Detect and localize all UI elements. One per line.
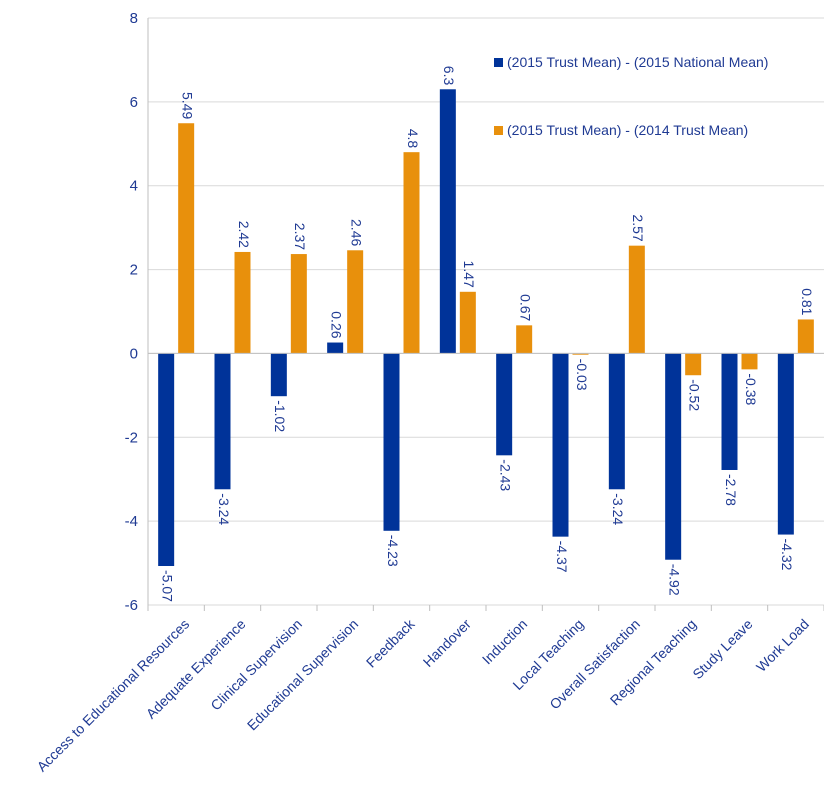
bar-series-1 — [777, 353, 794, 535]
data-label: -0.03 — [574, 359, 590, 391]
y-tick-label: 6 — [130, 94, 138, 111]
bar-series-2 — [628, 245, 645, 354]
bar-series-2 — [403, 152, 420, 354]
data-label: 6.3 — [441, 66, 457, 86]
data-label: 1.47 — [461, 261, 477, 288]
data-label: 0.26 — [328, 311, 344, 338]
bar-series-2 — [459, 291, 476, 354]
data-label: 4.8 — [405, 129, 421, 149]
x-tick-label: Feedback — [363, 615, 418, 670]
bar-series-2 — [347, 250, 364, 354]
bar-series-2 — [572, 353, 589, 355]
data-label: -4.92 — [666, 564, 682, 596]
bar-series-1 — [665, 353, 682, 560]
y-tick-label: -2 — [125, 429, 138, 446]
data-label: -2.43 — [497, 459, 513, 491]
data-label: 0.67 — [517, 294, 533, 321]
data-label: 0.81 — [799, 288, 815, 315]
x-tick-label: Study Leave — [689, 616, 756, 683]
x-tick-label: Work Load — [753, 616, 812, 675]
bar-series-1 — [721, 353, 738, 470]
data-label: -4.37 — [554, 541, 570, 573]
y-tick-label: 2 — [130, 262, 138, 279]
legend-swatch — [494, 58, 503, 67]
data-label: -4.32 — [779, 539, 795, 571]
bar-series-1 — [327, 342, 344, 354]
data-label: -4.23 — [385, 535, 401, 567]
bar-series-1 — [439, 89, 456, 354]
data-label: 2.57 — [630, 214, 646, 241]
bar-series-1 — [552, 353, 569, 537]
x-tick-label: Educational Supervision — [244, 616, 362, 734]
bar-series-2 — [797, 319, 814, 354]
y-tick-label: 8 — [130, 10, 138, 27]
data-label: -3.24 — [216, 493, 232, 525]
y-tick-label: 4 — [130, 178, 138, 195]
data-label: -1.02 — [272, 400, 288, 432]
legend-label: (2015 Trust Mean) - (2014 Trust Mean) — [507, 122, 748, 138]
data-label: 5.49 — [179, 92, 195, 119]
bar-series-1 — [270, 353, 287, 397]
y-tick-label: -4 — [125, 513, 138, 530]
data-label: -2.78 — [723, 474, 739, 506]
bar-series-1 — [496, 353, 513, 456]
bar-series-2 — [741, 353, 758, 370]
data-label: 2.37 — [292, 223, 308, 250]
bar-series-1 — [608, 353, 625, 490]
bar-series-1 — [214, 353, 231, 490]
x-tick-label: Handover — [420, 616, 474, 670]
data-label: -5.07 — [159, 570, 175, 602]
legend-swatch — [494, 126, 503, 135]
data-label: -0.38 — [743, 373, 759, 405]
bar-series-1 — [158, 353, 175, 567]
x-tick-label: Adequate Experience — [143, 616, 249, 722]
bar-series-2 — [234, 251, 251, 354]
y-tick-label: -6 — [125, 597, 138, 614]
bar-series-1 — [383, 353, 400, 531]
bar-series-2 — [516, 325, 533, 354]
data-label: 2.46 — [348, 219, 364, 246]
bar-series-2 — [178, 123, 195, 354]
y-tick-label: 0 — [130, 345, 138, 362]
legend-label: (2015 Trust Mean) - (2015 National Mean) — [507, 54, 768, 70]
bar-series-2 — [685, 353, 702, 376]
data-label: -0.52 — [686, 379, 702, 411]
data-label: -3.24 — [610, 493, 626, 525]
bar-series-2 — [290, 254, 307, 354]
x-tick-label: Induction — [479, 616, 530, 667]
data-label: 2.42 — [236, 221, 252, 248]
